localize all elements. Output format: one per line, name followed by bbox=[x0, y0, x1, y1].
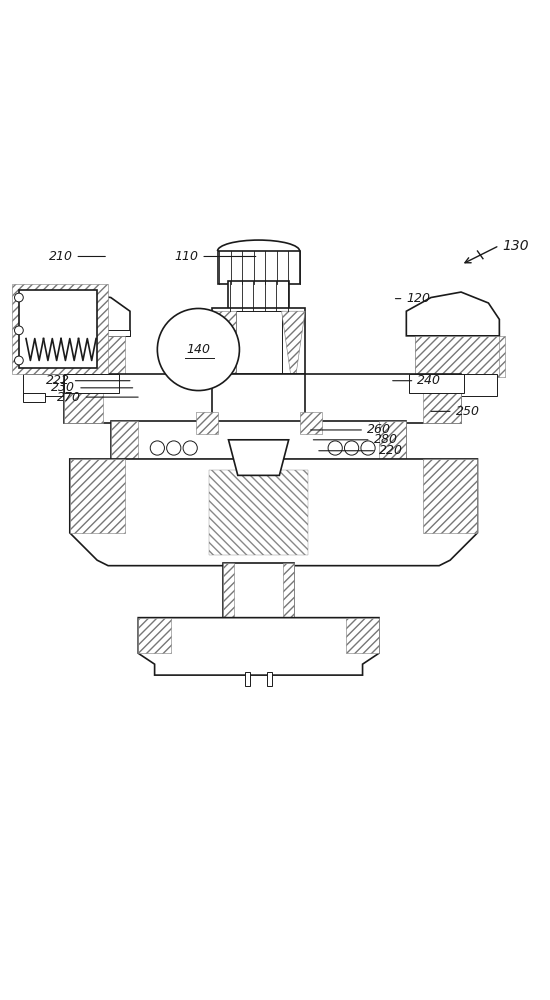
Polygon shape bbox=[415, 336, 499, 377]
Polygon shape bbox=[64, 374, 103, 423]
Polygon shape bbox=[223, 563, 234, 620]
Text: 120: 120 bbox=[395, 292, 430, 305]
Text: 222: 222 bbox=[46, 374, 130, 387]
Polygon shape bbox=[70, 459, 124, 533]
Polygon shape bbox=[40, 336, 124, 377]
Polygon shape bbox=[210, 470, 308, 555]
Polygon shape bbox=[406, 292, 499, 336]
Polygon shape bbox=[19, 290, 97, 368]
Text: 250: 250 bbox=[431, 405, 480, 418]
Polygon shape bbox=[23, 374, 64, 396]
Bar bbox=[212, 308, 305, 475]
Text: 110: 110 bbox=[174, 250, 256, 263]
Text: 220: 220 bbox=[319, 444, 403, 457]
Polygon shape bbox=[423, 459, 477, 533]
Polygon shape bbox=[379, 421, 406, 462]
Text: 140: 140 bbox=[186, 343, 211, 356]
Polygon shape bbox=[64, 374, 461, 423]
Polygon shape bbox=[415, 336, 505, 377]
Polygon shape bbox=[437, 374, 497, 396]
Bar bbox=[228, 281, 289, 311]
Polygon shape bbox=[283, 563, 294, 620]
Polygon shape bbox=[282, 311, 305, 475]
Text: 260: 260 bbox=[311, 423, 391, 436]
Polygon shape bbox=[23, 393, 45, 401]
Bar bbox=[235, 311, 282, 475]
Polygon shape bbox=[228, 440, 289, 475]
Polygon shape bbox=[409, 374, 464, 393]
Polygon shape bbox=[138, 618, 171, 653]
Circle shape bbox=[344, 441, 359, 455]
Text: 130: 130 bbox=[502, 239, 529, 253]
Circle shape bbox=[361, 441, 375, 455]
Polygon shape bbox=[300, 412, 322, 434]
Circle shape bbox=[14, 326, 23, 335]
Circle shape bbox=[167, 441, 181, 455]
Circle shape bbox=[14, 293, 23, 302]
Polygon shape bbox=[346, 618, 379, 653]
Circle shape bbox=[14, 356, 23, 365]
Bar bbox=[218, 251, 300, 284]
Polygon shape bbox=[34, 330, 130, 336]
Polygon shape bbox=[23, 336, 103, 377]
Polygon shape bbox=[111, 421, 138, 462]
Polygon shape bbox=[212, 311, 235, 475]
Text: 240: 240 bbox=[393, 374, 441, 387]
Polygon shape bbox=[111, 421, 406, 462]
Polygon shape bbox=[196, 412, 218, 434]
Circle shape bbox=[328, 441, 342, 455]
Polygon shape bbox=[34, 292, 130, 336]
Polygon shape bbox=[423, 374, 461, 423]
Circle shape bbox=[183, 441, 197, 455]
Polygon shape bbox=[212, 374, 305, 423]
Bar bbox=[245, 672, 250, 686]
Text: 280: 280 bbox=[314, 433, 398, 446]
Polygon shape bbox=[223, 563, 294, 620]
Circle shape bbox=[157, 308, 239, 391]
Polygon shape bbox=[12, 284, 108, 374]
Polygon shape bbox=[70, 459, 477, 566]
Circle shape bbox=[150, 441, 164, 455]
Text: 270: 270 bbox=[57, 391, 138, 404]
Text: 210: 210 bbox=[48, 250, 105, 263]
Polygon shape bbox=[138, 618, 379, 675]
Text: 230: 230 bbox=[51, 381, 133, 394]
Polygon shape bbox=[64, 374, 119, 393]
Bar bbox=[267, 672, 272, 686]
